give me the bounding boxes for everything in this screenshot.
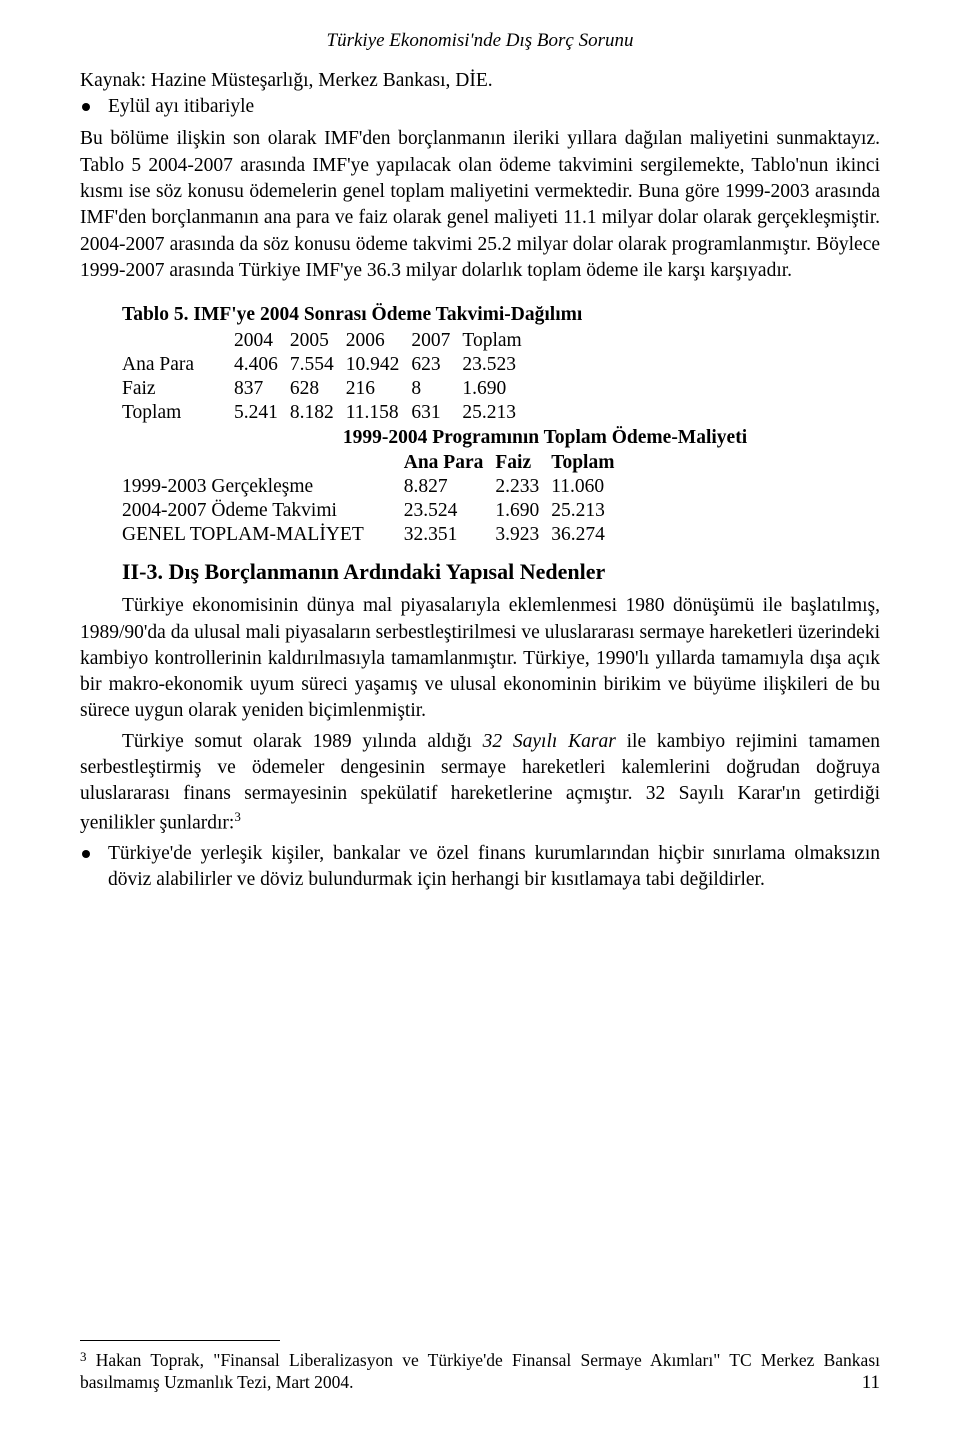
table5-subtitle: 1999-2004 Programının Toplam Ödeme-Maliy… [210, 427, 880, 449]
footnote-ref-3: 3 [234, 809, 241, 824]
table-row: Faiz 837 628 216 8 1.690 [122, 377, 534, 401]
bullet-icon [82, 850, 90, 858]
table5-upper: 2004 2005 2006 2007 Toplam Ana Para 4.40… [122, 329, 534, 425]
row2-label-1: 2004-2007 Ödeme Takvimi [122, 499, 404, 523]
col2-2: Toplam [551, 451, 626, 475]
table-row: GENEL TOPLAM-MALİYET 32.351 3.923 36.274 [122, 523, 626, 547]
source-line: Kaynak: Hazine Müsteşarlığı, Merkez Bank… [80, 70, 880, 92]
table-row: 2004-2007 Ödeme Takvimi 23.524 1.690 25.… [122, 499, 626, 523]
paragraph-3: Türkiye somut olarak 1989 yılında aldığı… [80, 729, 880, 837]
bullet-block-1: Eylül ayı itibariyle [80, 94, 880, 120]
table5-lower-header: Ana Para Faiz Toplam [122, 451, 626, 475]
bullet-text-2: Türkiye'de yerleşik kişiler, bankalar ve… [108, 841, 880, 894]
table5-year-4: Toplam [462, 329, 533, 353]
paragraph-2: Türkiye ekonomisinin dünya mal piyasalar… [80, 593, 880, 725]
table5-year-0: 2004 [234, 329, 290, 353]
footnotes: 3 Hakan Toprak, "Finansal Liberalizasyon… [80, 1340, 880, 1395]
table5-year-3: 2007 [411, 329, 462, 353]
footnote-3: 3 Hakan Toprak, "Finansal Liberalizasyon… [80, 1349, 880, 1395]
row-label-anapara: Ana Para [122, 353, 234, 377]
footnote-text: Hakan Toprak, "Finansal Liberalizasyon v… [80, 1350, 880, 1393]
bullet-item-2: Türkiye'de yerleşik kişiler, bankalar ve… [80, 841, 880, 894]
bullet-icon [82, 103, 90, 111]
table-row: Ana Para 4.406 7.554 10.942 623 23.523 [122, 353, 534, 377]
section-heading: II-3. Dış Borçlanmanın Ardındaki Yapısal… [122, 559, 880, 585]
table5-lower: Ana Para Faiz Toplam 1999-2003 Gerçekleş… [122, 451, 626, 547]
row2-label-2: GENEL TOPLAM-MALİYET [122, 523, 404, 547]
table5-title: Tablo 5. IMF'ye 2004 Sonrası Ödeme Takvi… [122, 304, 880, 326]
page: Türkiye Ekonomisi'nde Dış Borç Sorunu Ka… [0, 0, 960, 1432]
para3-a: Türkiye somut olarak 1989 yılında aldığı [122, 731, 483, 752]
table-row: 1999-2003 Gerçekleşme 8.827 2.233 11.060 [122, 475, 626, 499]
row-label-faiz: Faiz [122, 377, 234, 401]
row-label-toplam: Toplam [122, 401, 234, 425]
table5-year-1: 2005 [290, 329, 346, 353]
page-number: 11 [862, 1372, 880, 1394]
bullet-block-2: Türkiye'de yerleşik kişiler, bankalar ve… [80, 841, 880, 894]
bullet-item-1: Eylül ayı itibariyle [80, 94, 880, 120]
table-row: Toplam 5.241 8.182 11.158 631 25.213 [122, 401, 534, 425]
table5-header-row: 2004 2005 2006 2007 Toplam [122, 329, 534, 353]
footnote-rule [80, 1340, 280, 1341]
paragraph-1: Bu bölüme ilişkin son olarak IMF'den bor… [80, 126, 880, 284]
col2-1: Faiz [495, 451, 551, 475]
col2-0: Ana Para [404, 451, 496, 475]
footnote-num: 3 [80, 1349, 87, 1364]
table5-year-2: 2006 [346, 329, 412, 353]
para3-italic: 32 Sayılı Karar [483, 731, 616, 752]
row2-label-0: 1999-2003 Gerçekleşme [122, 475, 404, 499]
bullet-text-1: Eylül ayı itibariyle [108, 94, 880, 120]
running-title: Türkiye Ekonomisi'nde Dış Borç Sorunu [80, 30, 880, 52]
